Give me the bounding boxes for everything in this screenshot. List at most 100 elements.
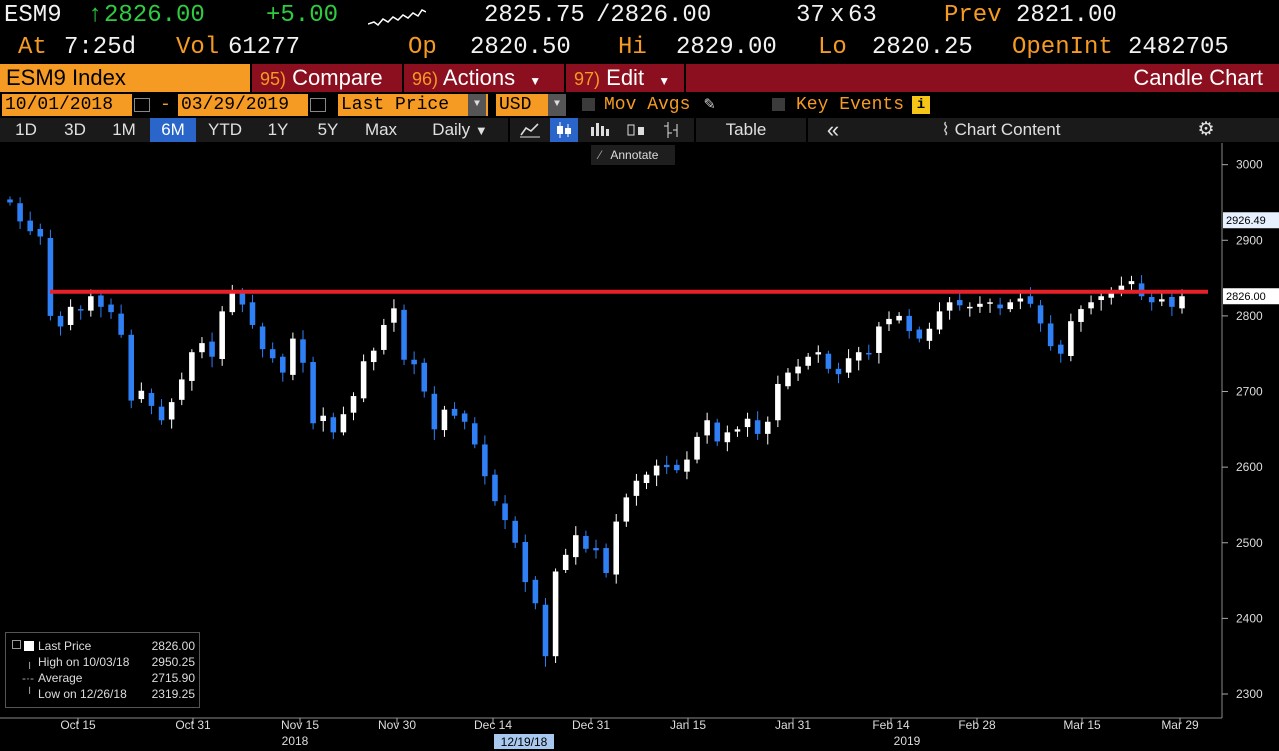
- candle-body: [492, 474, 498, 502]
- candle-body: [785, 372, 791, 387]
- calendar-icon[interactable]: [310, 98, 326, 112]
- candle-body: [431, 393, 438, 430]
- candle-body: [734, 429, 741, 432]
- candle-body: [199, 343, 205, 353]
- candle-body: [744, 418, 751, 428]
- candle-body: [401, 309, 407, 360]
- chart-content-button[interactable]: ⌇ Chart Content: [916, 118, 1086, 142]
- period-button-1d[interactable]: 1D: [15, 120, 37, 139]
- gear-icon[interactable]: ⚙: [1197, 119, 1215, 140]
- candle-body: [653, 465, 660, 476]
- open-price: 2820.50: [470, 34, 571, 61]
- period-button-1y[interactable]: 1Y: [267, 120, 289, 139]
- candle-body: [421, 362, 428, 392]
- field-select[interactable]: Last Price: [338, 94, 488, 116]
- compare-label: Compare: [292, 65, 383, 90]
- actions-label: Actions: [442, 65, 516, 90]
- candle-body: [633, 480, 640, 496]
- chevron-down-icon[interactable]: ▼: [468, 94, 486, 116]
- annotate-button[interactable]: ⁄ Annotate: [591, 145, 675, 165]
- bar-chart-icon[interactable]: [586, 118, 614, 142]
- candle-body: [795, 366, 801, 374]
- chart-legend: Last Price 2826.00 ╷ High on 10/03/18 29…: [5, 632, 200, 708]
- year-label: 2019: [894, 734, 921, 748]
- candle-body: [441, 409, 448, 431]
- frequency-value: Daily: [432, 120, 471, 139]
- start-date-field[interactable]: 10/01/2018: [2, 94, 132, 116]
- ohlc-icon[interactable]: [658, 118, 686, 142]
- mov-avgs-checkbox[interactable]: [582, 98, 595, 111]
- candle-body: [269, 349, 276, 359]
- x-tick-label: Jan 15: [670, 718, 706, 732]
- last-price-swatch: [24, 641, 34, 651]
- x-tick-label: Oct 31: [175, 718, 211, 732]
- chart-content-label: Chart Content: [954, 120, 1061, 139]
- collapse-icon[interactable]: «: [826, 117, 840, 142]
- pencil-icon[interactable]: ✎: [704, 95, 715, 115]
- candle-body: [623, 497, 630, 522]
- chart-content-icon: ⌇: [941, 120, 950, 139]
- chevron-down-icon: ▼: [529, 74, 542, 88]
- candle-body: [290, 338, 296, 375]
- legend-high-label: High on 10/03/18: [38, 655, 130, 669]
- period-button-5y[interactable]: 5Y: [317, 120, 339, 139]
- y-tick-label: 2900: [1236, 233, 1263, 247]
- actions-number: 96): [412, 69, 439, 89]
- candle-body: [573, 535, 579, 558]
- candle-body: [997, 304, 1003, 309]
- key-events-checkbox[interactable]: [772, 98, 785, 111]
- table-button[interactable]: Table: [704, 118, 788, 142]
- candle-body: [229, 293, 236, 313]
- candle-body: [896, 315, 902, 321]
- candle-body: [542, 604, 549, 657]
- actions-button[interactable]: 96) Actions ▼: [406, 64, 566, 92]
- candle-body: [522, 542, 529, 583]
- candle-body: [98, 295, 104, 307]
- ticker: ESM9: [4, 2, 62, 29]
- security-field[interactable]: ESM9 Index: [0, 64, 252, 92]
- edit-button[interactable]: 97) Edit ▼: [568, 64, 686, 92]
- info-icon[interactable]: i: [912, 96, 930, 114]
- size-separator: x: [830, 2, 845, 29]
- legend-toggle-icon[interactable]: [12, 640, 21, 649]
- candle-body: [603, 548, 609, 574]
- candle-chart: 3000 2900 2800 2700 2600 2500 2400 2300 Oct 15 Oc…: [0, 143, 1279, 749]
- candle-body: [663, 464, 670, 468]
- candle-body: [967, 306, 973, 309]
- end-date-field[interactable]: 03/29/2019: [178, 94, 308, 116]
- candle-chart-icon[interactable]: [550, 118, 578, 142]
- candle-body: [674, 464, 680, 471]
- prev-close: 2821.00: [1016, 2, 1117, 29]
- period-button-ytd[interactable]: YTD: [208, 120, 242, 139]
- calendar-icon[interactable]: [134, 98, 150, 112]
- candle-body: [128, 334, 135, 401]
- candle-body: [583, 535, 589, 549]
- period-button-1m[interactable]: 1M: [112, 120, 136, 139]
- period-button-max[interactable]: Max: [364, 120, 398, 139]
- period-toolbar: 1D 3D 1M 6M YTD 1Y 5Y Max Daily ▼ Table « ⌇ Cha…: [0, 118, 1279, 142]
- candle-body: [7, 199, 13, 203]
- period-button-3d[interactable]: 3D: [64, 120, 86, 139]
- compare-button[interactable]: 95) Compare: [254, 64, 404, 92]
- candle-body: [825, 353, 832, 369]
- line-chart-icon[interactable]: [516, 118, 544, 142]
- chevron-down-icon[interactable]: ▼: [548, 94, 566, 116]
- candle-body: [946, 302, 953, 311]
- last-price: 2826.00: [104, 2, 205, 29]
- candle-body: [906, 315, 912, 332]
- compare-number: 95): [260, 69, 287, 89]
- candle-body: [391, 308, 397, 323]
- candle-body: [512, 520, 518, 543]
- chevron-down-icon: ▼: [658, 74, 671, 88]
- hollow-candle-icon[interactable]: [622, 118, 650, 142]
- candle-body: [249, 302, 256, 325]
- period-button-6m[interactable]: 6M: [150, 118, 196, 142]
- candle-body: [1088, 302, 1094, 309]
- ask-price: /2826.00: [596, 2, 712, 29]
- frequency-select[interactable]: Daily ▼: [418, 118, 502, 142]
- candle-body: [360, 361, 367, 399]
- candle-body: [482, 444, 488, 477]
- price-tag-label: 2926.49: [1226, 215, 1266, 227]
- candle-body: [754, 420, 761, 434]
- candle-body: [775, 383, 781, 421]
